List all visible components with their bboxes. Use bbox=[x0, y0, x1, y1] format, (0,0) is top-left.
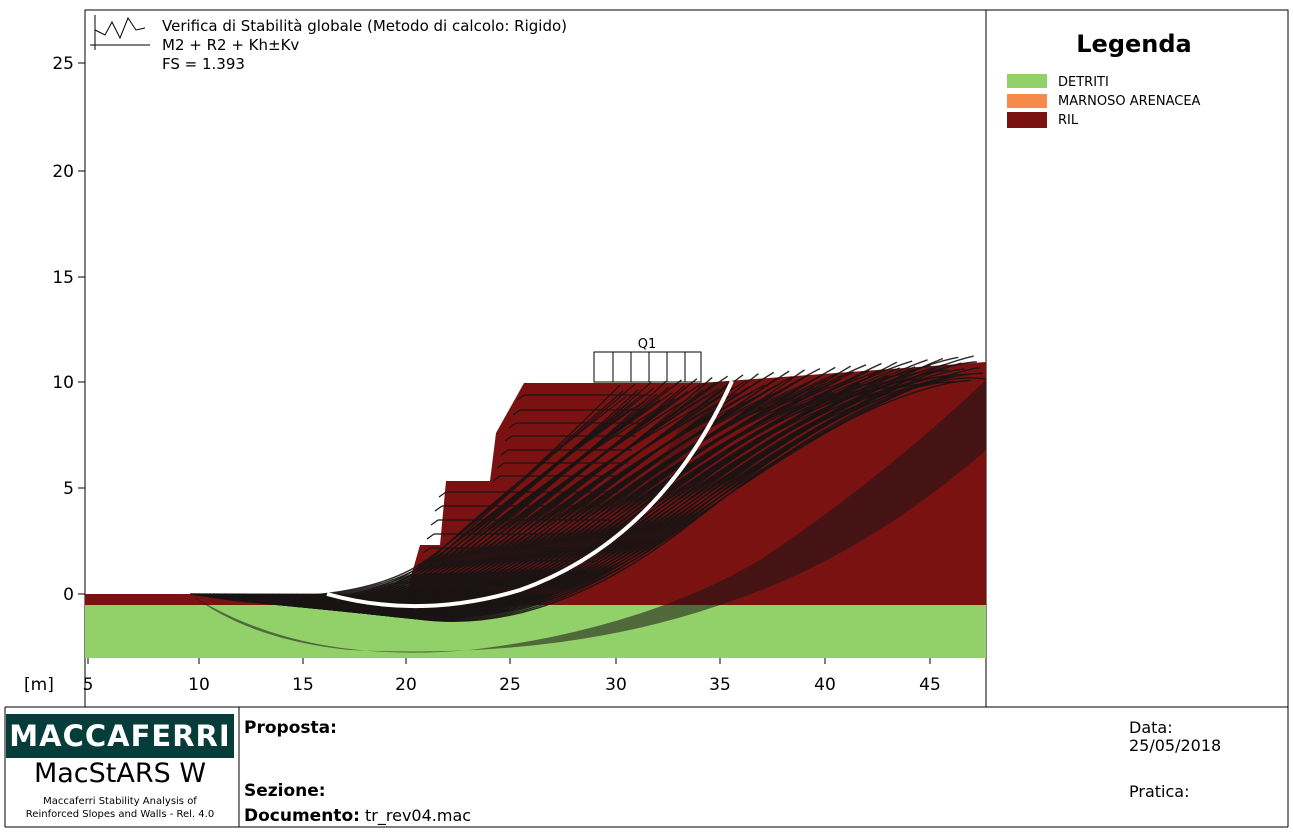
x-tick-label: 30 bbox=[605, 675, 627, 695]
y-tick-label: 15 bbox=[52, 268, 74, 288]
load-label: Q1 bbox=[638, 337, 657, 352]
load-q1 bbox=[593, 351, 702, 383]
legend-title: Legenda bbox=[1076, 30, 1192, 58]
documento-label: Documento: bbox=[244, 806, 360, 826]
brand-logo: MACCAFERRI bbox=[6, 714, 234, 758]
sezione-label: Sezione: bbox=[244, 781, 326, 801]
reinforcements bbox=[414, 394, 650, 580]
legend-swatch-marnoso bbox=[1007, 94, 1047, 108]
x-tick-label: 35 bbox=[709, 675, 731, 695]
safety-factor: FS = 1.393 bbox=[162, 55, 245, 73]
x-tick-label: 40 bbox=[814, 675, 836, 695]
pratica-label: Pratica: bbox=[1129, 782, 1190, 801]
x-tick-label: 45 bbox=[919, 675, 941, 695]
proposta-label: Proposta: bbox=[244, 718, 337, 738]
y-tick-label: 0 bbox=[63, 585, 74, 605]
documento-value: tr_rev04.mac bbox=[365, 806, 472, 825]
seismic-icon bbox=[90, 15, 150, 50]
critical-slip-surface bbox=[326, 380, 734, 609]
data-label: Data: bbox=[1129, 718, 1173, 737]
y-tick-label: 20 bbox=[52, 162, 74, 182]
legend-item-detriti: DETRITI bbox=[1058, 75, 1109, 90]
x-tick-label: 20 bbox=[395, 675, 417, 695]
app-description: Maccaferri Stability Analysis of Reinfor… bbox=[0, 795, 240, 821]
app-desc-line1: Maccaferri Stability Analysis of bbox=[43, 796, 197, 807]
x-axis: 5 10 15 20 25 30 35 40 45 [m] bbox=[24, 658, 941, 695]
unit-label: [m] bbox=[24, 675, 54, 695]
y-tick-label: 10 bbox=[52, 373, 74, 393]
y-tick-label: 25 bbox=[52, 54, 74, 74]
legend-swatch-ril bbox=[1007, 112, 1047, 128]
x-tick-label: 10 bbox=[188, 675, 210, 695]
app-name: MacStARS W bbox=[33, 758, 207, 789]
x-tick-label: 25 bbox=[499, 675, 521, 695]
documento-row: Documento: tr_rev04.mac bbox=[244, 806, 471, 826]
slip-surfaces bbox=[189, 355, 987, 653]
combination-label: M2 + R2 + Kh±Kv bbox=[162, 36, 299, 54]
legend-item-ril: RIL bbox=[1058, 113, 1079, 128]
y-tick-label: 5 bbox=[63, 479, 74, 499]
x-tick-label: 15 bbox=[292, 675, 314, 695]
y-axis: 25 20 15 10 5 0 bbox=[52, 54, 85, 605]
analysis-title: Verifica di Stabilità globale (Metodo di… bbox=[162, 17, 567, 35]
x-tick-label: 5 bbox=[83, 675, 94, 695]
layer-detriti bbox=[85, 605, 986, 658]
app-desc-line2: Reinforced Slopes and Walls - Rel. 4.0 bbox=[25, 809, 215, 820]
legend-swatch-detriti bbox=[1007, 74, 1047, 88]
data-value: 25/05/2018 bbox=[1129, 736, 1222, 755]
legend-item-marnoso: MARNOSO ARENACEA bbox=[1058, 94, 1201, 109]
